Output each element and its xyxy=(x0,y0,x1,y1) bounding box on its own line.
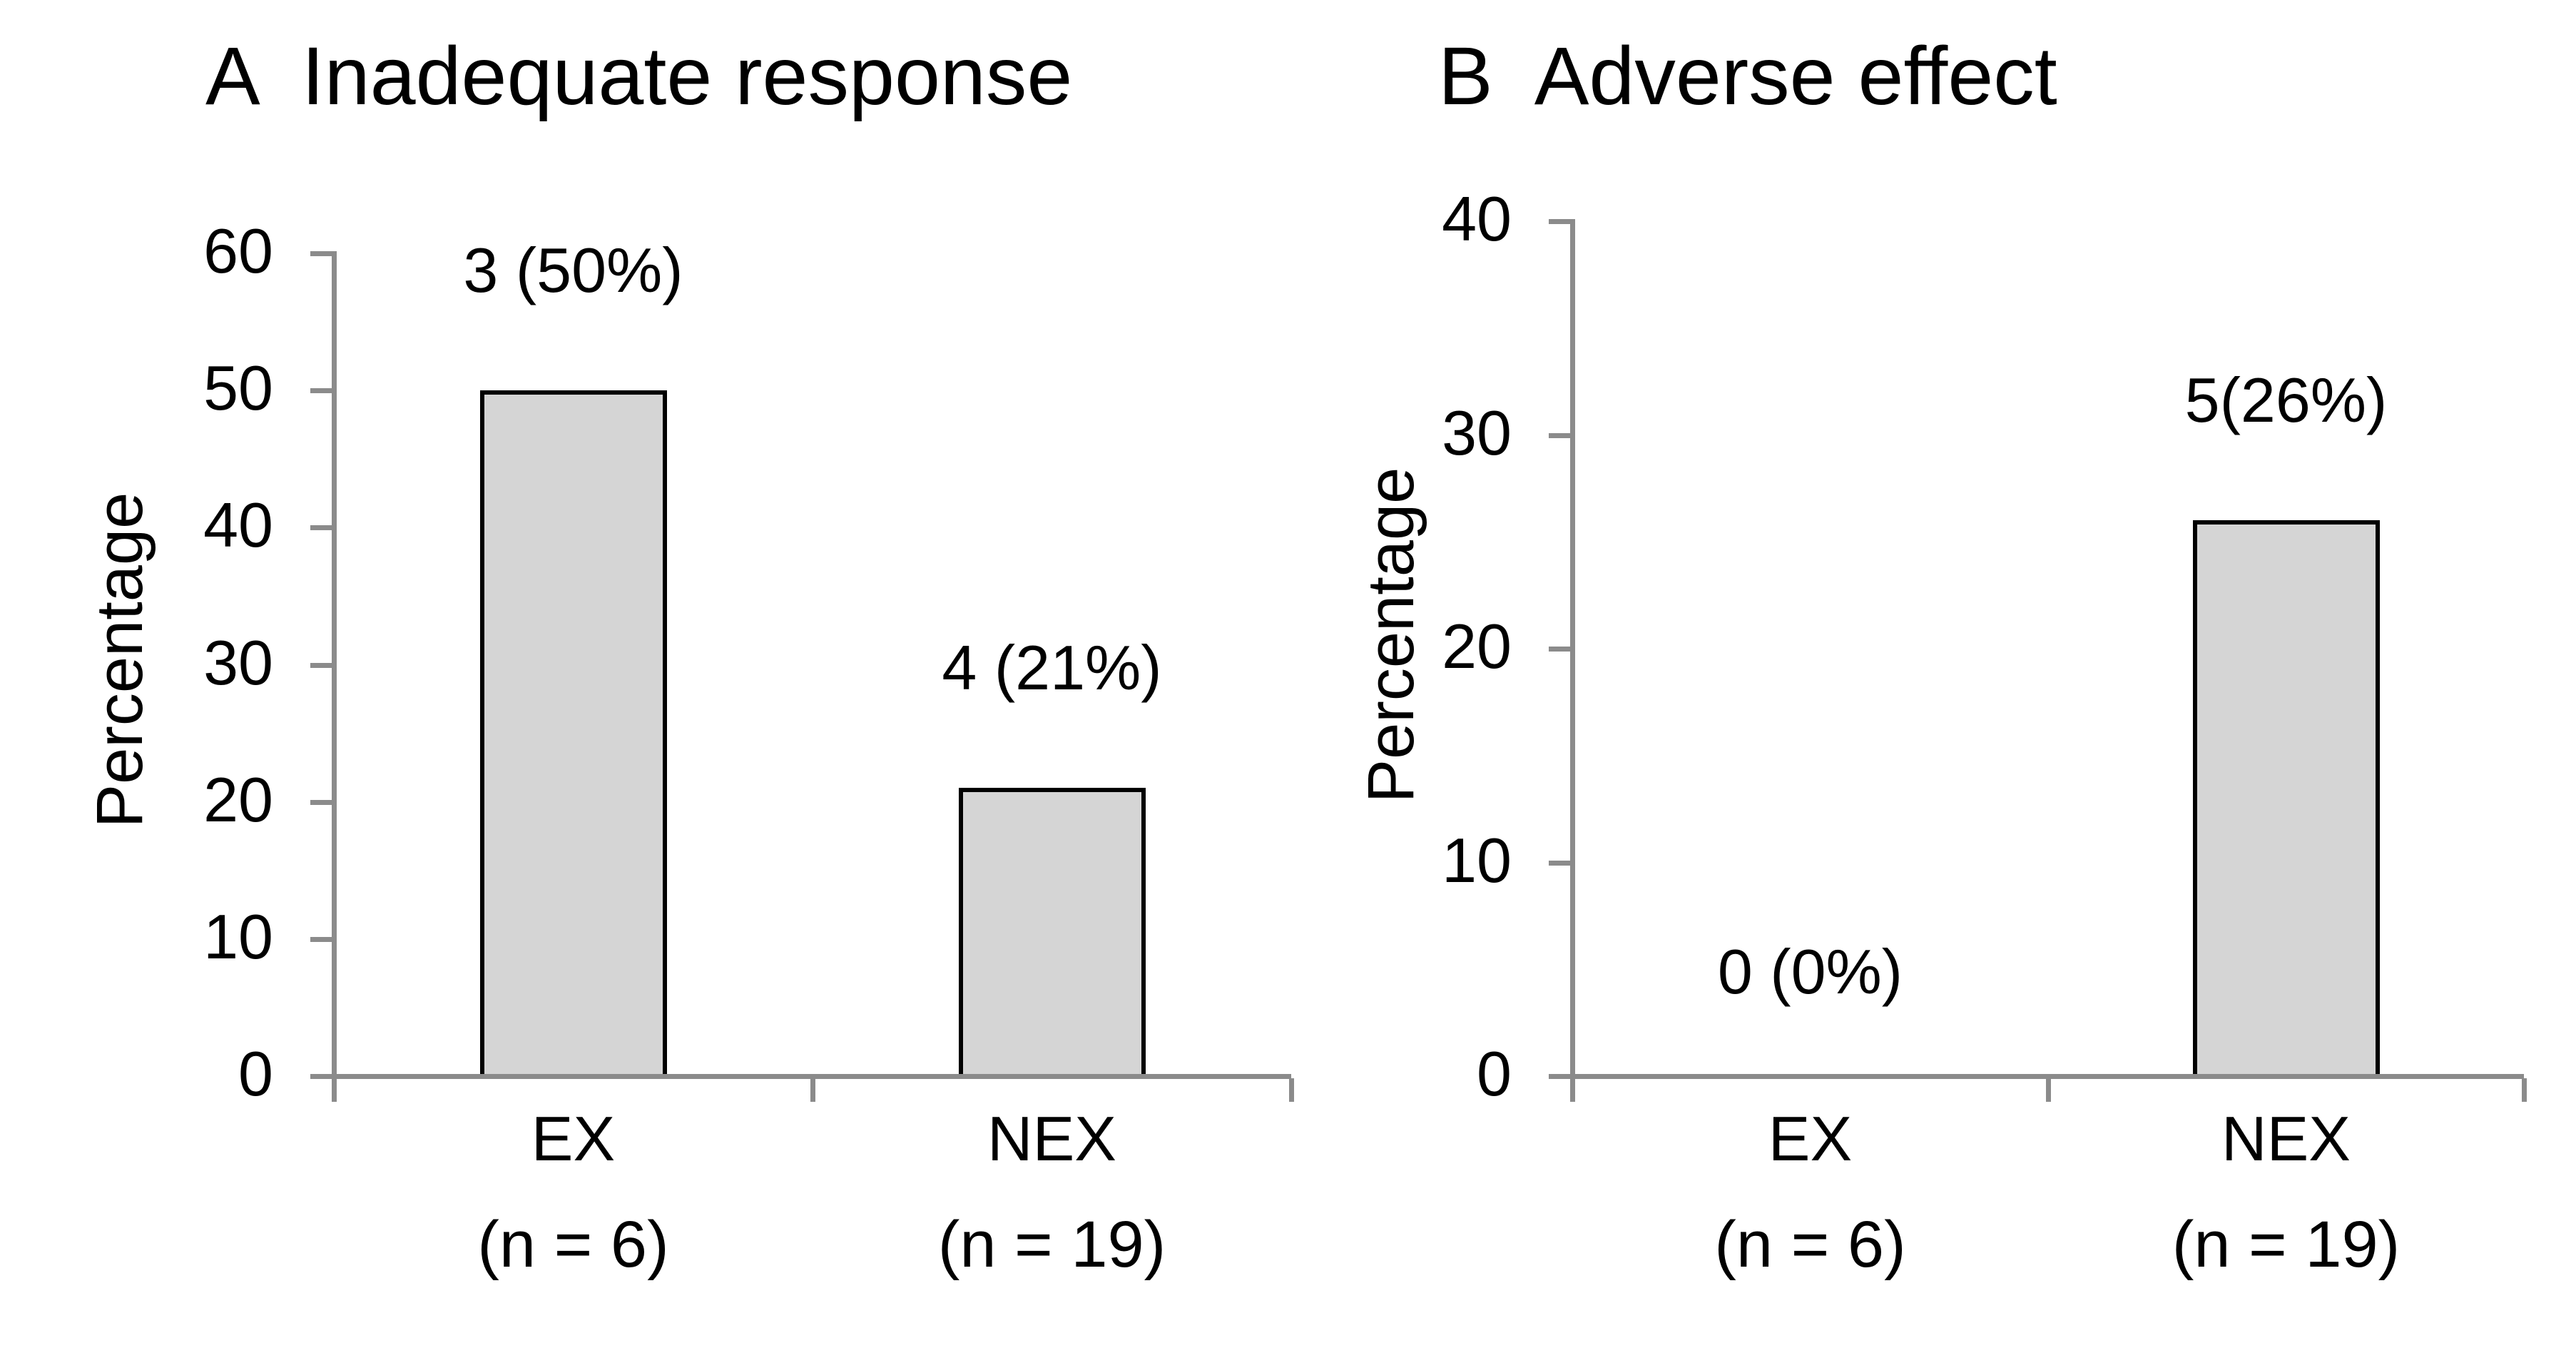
y-tick-label: 50 xyxy=(203,353,273,424)
panel-a-title: A Inadequate response xyxy=(205,36,1072,118)
y-tick-label: 20 xyxy=(1442,611,1512,681)
y-tick-label: 10 xyxy=(1442,824,1512,896)
y-tick-label: 0 xyxy=(1477,1038,1512,1109)
y-tick-label: 0 xyxy=(238,1038,273,1109)
y-tick-label: 20 xyxy=(203,764,273,835)
y-tick-label: 10 xyxy=(203,901,273,972)
x-axis-line xyxy=(1552,1074,2524,1079)
y-tick xyxy=(310,936,334,942)
category-label: EX xyxy=(531,1103,616,1174)
x-tick xyxy=(2522,1078,2527,1102)
panel-a-title-text: Inadequate response xyxy=(301,31,1073,122)
y-tick xyxy=(310,388,334,394)
y-tick xyxy=(310,1074,334,1079)
category-sublabel: (n = 6) xyxy=(1714,1208,1906,1281)
y-tick-label: 60 xyxy=(203,216,273,286)
y-tick-label: 40 xyxy=(203,490,273,561)
x-tick xyxy=(810,1078,815,1102)
bar xyxy=(479,390,667,1079)
y-tick xyxy=(310,251,334,256)
y-tick xyxy=(1549,647,1572,652)
bar-value-label: 4 (21%) xyxy=(942,632,1162,704)
x-axis-line xyxy=(314,1074,1291,1079)
x-tick xyxy=(1570,1078,1575,1102)
bar xyxy=(2192,520,2380,1079)
x-tick xyxy=(2046,1078,2051,1102)
y-tick xyxy=(310,525,334,531)
category-label: NEX xyxy=(987,1103,1116,1174)
y-tick-label: 30 xyxy=(203,627,273,698)
y-tick xyxy=(310,799,334,805)
panel-b-title: B Adverse effect xyxy=(1438,36,2057,118)
category-sublabel: (n = 19) xyxy=(2172,1208,2401,1281)
x-tick xyxy=(1289,1078,1294,1102)
bar-value-label: 3 (50%) xyxy=(463,235,683,306)
y-tick xyxy=(1549,1074,1572,1079)
category-sublabel: (n = 6) xyxy=(477,1208,669,1281)
y-axis-line xyxy=(332,251,337,1098)
panel-b-letter: B xyxy=(1438,31,1493,122)
category-label: EX xyxy=(1768,1103,1853,1174)
bar xyxy=(958,788,1146,1079)
y-tick-label: 30 xyxy=(1442,397,1512,468)
y-tick xyxy=(310,662,334,668)
panel-b-title-text: Adverse effect xyxy=(1534,31,2057,122)
y-tick-label: 40 xyxy=(1442,183,1512,254)
y-axis-line xyxy=(1570,219,1575,1098)
bar-value-label: 0 (0%) xyxy=(1717,936,1903,1007)
category-sublabel: (n = 19) xyxy=(937,1208,1166,1281)
panel-a-letter: A xyxy=(205,31,260,122)
x-tick xyxy=(332,1078,337,1102)
bar-value-label: 5(26%) xyxy=(2184,365,2388,436)
y-tick xyxy=(1549,432,1572,438)
y-tick xyxy=(1549,219,1572,224)
category-label: NEX xyxy=(2221,1103,2351,1174)
y-tick xyxy=(1549,860,1572,866)
